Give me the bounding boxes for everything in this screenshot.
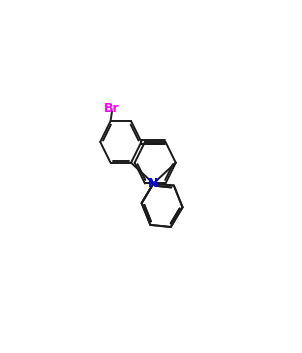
Text: N: N — [148, 177, 159, 190]
Text: Br: Br — [104, 102, 120, 115]
